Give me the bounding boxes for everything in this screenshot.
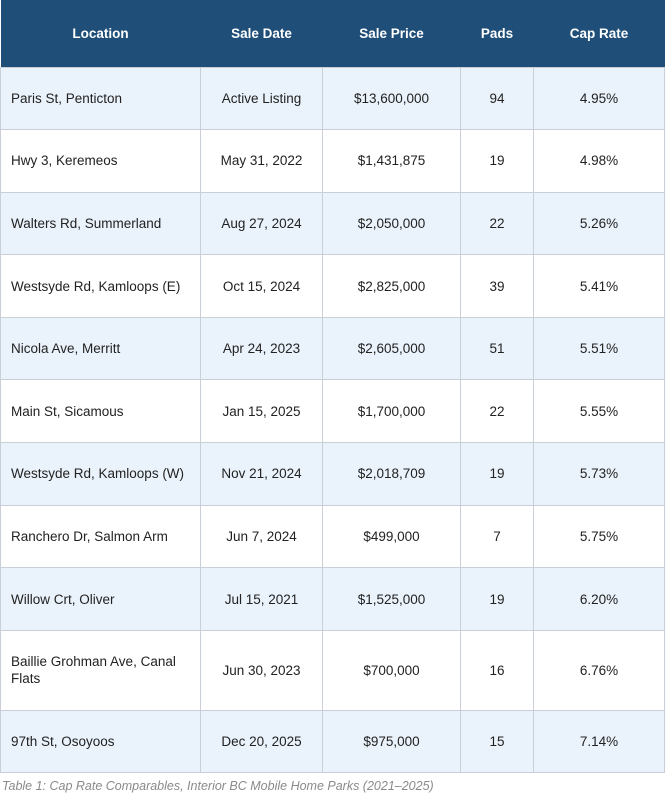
cell-sale-date: Apr 24, 2023 — [200, 316, 323, 381]
cell-pads: 19 — [460, 567, 534, 631]
cell-pads: 19 — [460, 129, 534, 193]
cell-location: Westsyde Rd, Kamloops (W) — [0, 442, 201, 506]
cell-pads: 22 — [460, 191, 534, 256]
cell-location: Paris St, Penticton — [0, 66, 201, 131]
cell-pads: 15 — [460, 709, 534, 774]
header-pads: Pads — [480, 25, 514, 41]
cell-sale-price: $1,525,000 — [322, 567, 461, 631]
cell-location: Baillie Grohman Ave, Canal Flats — [0, 629, 201, 711]
table-row: Ranchero Dr, Salmon Arm Jun 7, 2024 $499… — [0, 504, 665, 569]
cap-rate-comparables-table: Location Sale Date Sale Price Pads Cap R… — [0, 0, 665, 774]
cell-sale-price: $2,018,709 — [322, 442, 461, 506]
cell-cap-rate: 4.95% — [533, 66, 665, 131]
cell-sale-date: Oct 15, 2024 — [200, 254, 323, 318]
cell-sale-date: May 31, 2022 — [200, 129, 323, 193]
cell-location: Hwy 3, Keremeos — [0, 129, 201, 193]
cell-location: Ranchero Dr, Salmon Arm — [0, 504, 201, 569]
cell-sale-date: Jul 15, 2021 — [200, 567, 323, 631]
table-row: Baillie Grohman Ave, Canal Flats Jun 30,… — [0, 629, 665, 711]
table-row: Westsyde Rd, Kamloops (W) Nov 21, 2024 $… — [0, 442, 665, 506]
cell-sale-price: $2,605,000 — [322, 316, 461, 381]
cell-location: Walters Rd, Summerland — [0, 191, 201, 256]
header-cap-rate: Cap Rate — [569, 25, 629, 41]
cell-sale-price: $1,431,875 — [322, 129, 461, 193]
table-body: Paris St, Penticton Active Listing $13,6… — [0, 66, 665, 774]
cell-sale-price: $2,050,000 — [322, 191, 461, 256]
cell-pads: 16 — [460, 629, 534, 711]
cell-location: Nicola Ave, Merritt — [0, 316, 201, 381]
cell-cap-rate: 5.26% — [533, 191, 665, 256]
cell-pads: 39 — [460, 254, 534, 318]
cell-cap-rate: 5.41% — [533, 254, 665, 318]
table-row: Willow Crt, Oliver Jul 15, 2021 $1,525,0… — [0, 567, 665, 631]
table-row: Westsyde Rd, Kamloops (E) Oct 15, 2024 $… — [0, 254, 665, 318]
cell-cap-rate: 5.73% — [533, 442, 665, 506]
cell-pads: 19 — [460, 442, 534, 506]
header-row: Location Sale Date Sale Price Pads Cap R… — [0, 0, 665, 67]
cell-sale-date: Nov 21, 2024 — [200, 442, 323, 506]
header-location: Location — [72, 25, 129, 41]
cell-pads: 94 — [460, 66, 534, 131]
cell-sale-price: $13,600,000 — [322, 66, 461, 131]
cell-cap-rate: 6.20% — [533, 567, 665, 631]
cell-sale-price: $2,825,000 — [322, 254, 461, 318]
cell-sale-date: Jan 15, 2025 — [200, 379, 323, 444]
cell-sale-price: $1,700,000 — [322, 379, 461, 444]
cell-location: 97th St, Osoyoos — [0, 709, 201, 774]
cell-cap-rate: 5.55% — [533, 379, 665, 444]
cell-sale-date: Jun 7, 2024 — [200, 504, 323, 569]
cell-sale-price: $700,000 — [322, 629, 461, 711]
cell-cap-rate: 4.98% — [533, 129, 665, 193]
cell-cap-rate: 6.76% — [533, 629, 665, 711]
table-row: 97th St, Osoyoos Dec 20, 2025 $975,000 1… — [0, 709, 665, 774]
header-sale-date: Sale Date — [231, 25, 292, 41]
table-row: Nicola Ave, Merritt Apr 24, 2023 $2,605,… — [0, 316, 665, 381]
cell-sale-price: $975,000 — [322, 709, 461, 774]
cell-location: Willow Crt, Oliver — [0, 567, 201, 631]
cell-sale-date: Aug 27, 2024 — [200, 191, 323, 256]
table-row: Paris St, Penticton Active Listing $13,6… — [0, 66, 665, 131]
table-header: Location Sale Date Sale Price Pads Cap R… — [0, 0, 665, 67]
header-sale-price: Sale Price — [359, 25, 424, 41]
table-caption: Table 1: Cap Rate Comparables, Interior … — [2, 779, 434, 793]
table-row: Hwy 3, Keremeos May 31, 2022 $1,431,875 … — [0, 129, 665, 193]
cell-sale-price: $499,000 — [322, 504, 461, 569]
table-row: Main St, Sicamous Jan 15, 2025 $1,700,00… — [0, 379, 665, 444]
table-row: Walters Rd, Summerland Aug 27, 2024 $2,0… — [0, 191, 665, 256]
cell-cap-rate: 7.14% — [533, 709, 665, 774]
cell-sale-date: Jun 30, 2023 — [200, 629, 323, 711]
cell-sale-date: Active Listing — [200, 66, 323, 131]
cell-location: Main St, Sicamous — [0, 379, 201, 444]
cell-sale-date: Dec 20, 2025 — [200, 709, 323, 774]
cell-pads: 51 — [460, 316, 534, 381]
cell-pads: 22 — [460, 379, 534, 444]
cell-pads: 7 — [460, 504, 534, 569]
cell-cap-rate: 5.75% — [533, 504, 665, 569]
cell-location: Westsyde Rd, Kamloops (E) — [0, 254, 201, 318]
cell-cap-rate: 5.51% — [533, 316, 665, 381]
